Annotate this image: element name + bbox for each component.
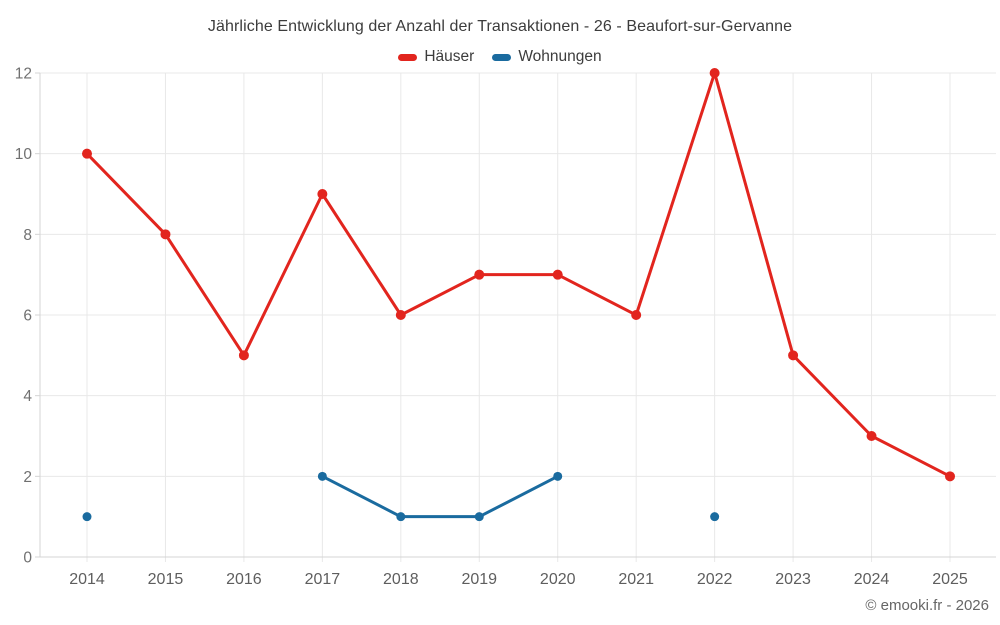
series-line-haeuser (85, 71, 952, 478)
legend: Häuser Wohnungen (0, 48, 1000, 66)
point-wohnungen-2018[interactable] (396, 512, 406, 522)
x-tick-label: 2022 (697, 571, 733, 588)
x-tick-label: 2014 (69, 571, 105, 588)
x-tick-label: 2024 (854, 571, 890, 588)
haeuser-legend-label: Häuser (424, 48, 475, 65)
haeuser-legend-marker (398, 53, 418, 61)
x-tick-label: 2017 (305, 571, 341, 588)
point-haeuser-2016[interactable] (238, 350, 249, 361)
y-tick-label: 2 (23, 469, 32, 486)
y-tick-label: 8 (23, 227, 32, 244)
point-haeuser-2020[interactable] (552, 269, 563, 280)
wohnungen-legend-marker (492, 53, 512, 61)
point-haeuser-2021[interactable] (631, 310, 642, 320)
x-tick-label: 2018 (383, 571, 419, 588)
point-wohnungen-2020[interactable] (553, 471, 563, 481)
point-haeuser-2018[interactable] (395, 310, 406, 320)
legend-item-wohnungen[interactable]: Wohnungen (492, 48, 602, 66)
point-haeuser-2024[interactable] (866, 431, 877, 441)
legend-item-haeuser[interactable]: Häuser (398, 48, 474, 66)
point-haeuser-2017[interactable] (317, 189, 328, 199)
point-wohnungen-2019[interactable] (474, 512, 484, 522)
x-tick-label: 2020 (540, 571, 576, 588)
point-haeuser-2015[interactable] (160, 229, 171, 240)
x-tick-label: 2021 (618, 571, 654, 588)
point-haeuser-2022[interactable] (709, 68, 720, 78)
y-tick-label: 12 (15, 66, 32, 83)
point-haeuser-2019[interactable] (474, 269, 485, 280)
x-tick-label: 2015 (148, 571, 184, 588)
x-tick-label: 2025 (932, 571, 968, 588)
point-wohnungen-2022[interactable] (710, 512, 720, 522)
y-tick-label: 0 (23, 550, 32, 567)
x-tick-label: 2019 (461, 571, 497, 588)
point-haeuser-2014[interactable] (82, 148, 92, 159)
point-wohnungen-2017[interactable] (317, 471, 327, 481)
y-tick-label: 10 (15, 146, 33, 163)
point-haeuser-2025[interactable] (944, 471, 955, 482)
x-tick-label: 2023 (775, 571, 811, 588)
x-tick-label: 2016 (226, 571, 262, 588)
chart-title: Jährliche Entwicklung der Anzahl der Tra… (207, 18, 793, 35)
y-tick-label: 4 (23, 388, 32, 405)
wohnungen-legend-label: Wohnungen (518, 48, 602, 65)
point-wohnungen-2014[interactable] (82, 512, 92, 522)
point-haeuser-2023[interactable] (788, 350, 799, 361)
series-line-wohnungen (320, 474, 560, 519)
y-tick-label: 6 (23, 308, 32, 325)
attribution: © emooki.fr - 2026 (865, 597, 989, 614)
